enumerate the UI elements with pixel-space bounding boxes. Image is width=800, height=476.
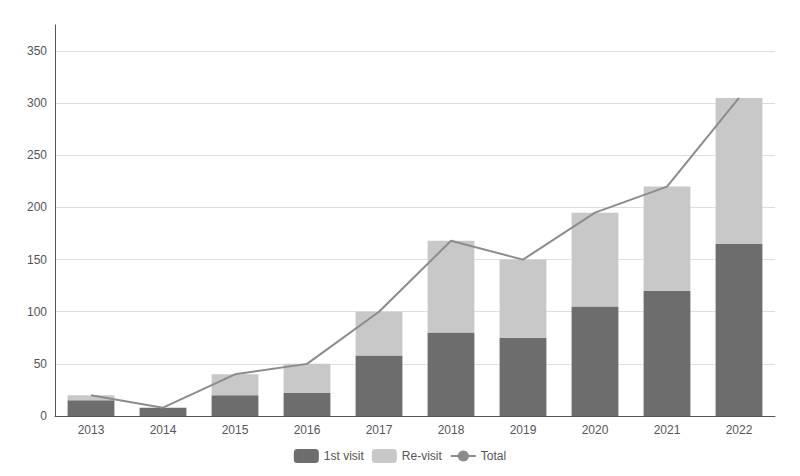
svg-text:100: 100 xyxy=(27,305,47,319)
svg-text:Total: Total xyxy=(481,449,506,463)
svg-text:2017: 2017 xyxy=(366,423,393,437)
svg-text:2014: 2014 xyxy=(150,423,177,437)
svg-text:50: 50 xyxy=(34,357,48,371)
svg-text:2019: 2019 xyxy=(510,423,537,437)
svg-text:2015: 2015 xyxy=(222,423,249,437)
svg-text:250: 250 xyxy=(27,148,47,162)
svg-text:2021: 2021 xyxy=(654,423,681,437)
svg-text:350: 350 xyxy=(27,44,47,58)
svg-text:2013: 2013 xyxy=(78,423,105,437)
svg-text:2018: 2018 xyxy=(438,423,465,437)
svg-text:2016: 2016 xyxy=(294,423,321,437)
svg-text:300: 300 xyxy=(27,96,47,110)
svg-text:2020: 2020 xyxy=(582,423,609,437)
svg-text:0: 0 xyxy=(40,409,47,423)
svg-text:200: 200 xyxy=(27,200,47,214)
svg-text:150: 150 xyxy=(27,253,47,267)
svg-text:2022: 2022 xyxy=(726,423,753,437)
svg-text:1st visit: 1st visit xyxy=(324,449,365,463)
svg-text:Re-visit: Re-visit xyxy=(402,449,443,463)
